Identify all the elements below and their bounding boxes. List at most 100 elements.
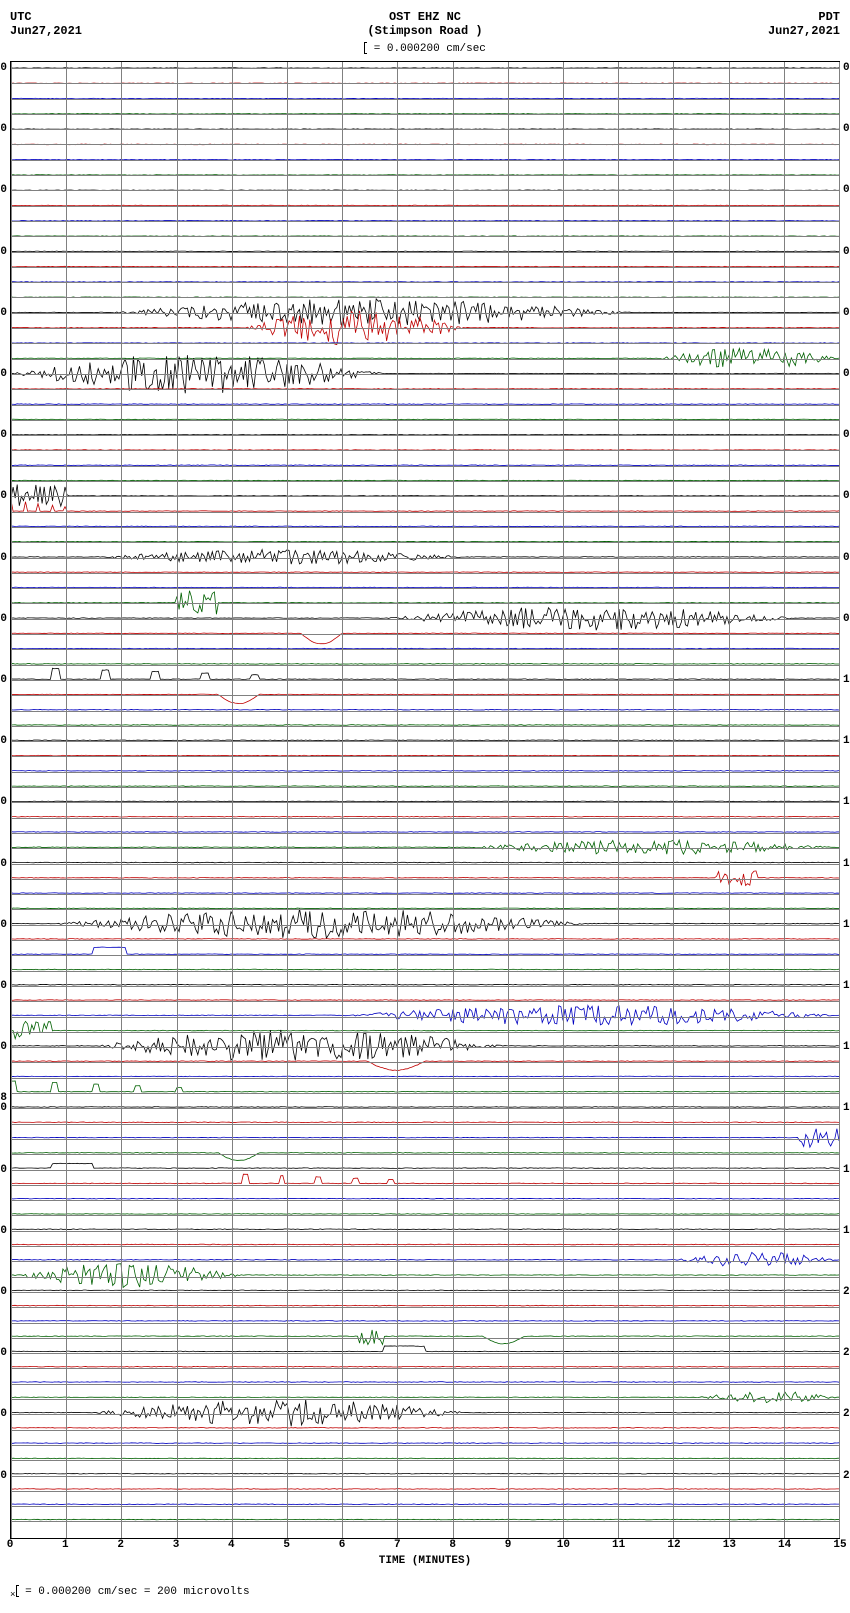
grid-h <box>11 496 839 497</box>
grid-h <box>11 955 839 956</box>
station-code: OST EHZ NC <box>110 10 740 24</box>
grid-h <box>11 649 839 650</box>
grid-h <box>11 512 839 513</box>
seismic-trace <box>11 1005 839 1024</box>
grid-h <box>11 542 839 543</box>
seismic-trace <box>11 1305 839 1306</box>
seismic-trace <box>11 969 839 970</box>
x-axis-title: TIME (MINUTES) <box>10 1555 840 1567</box>
seismic-trace <box>11 1252 839 1265</box>
x-tick: 1 <box>62 1539 69 1551</box>
grid-h <box>11 1108 839 1109</box>
grid-h <box>11 680 839 681</box>
grid-h <box>11 695 839 696</box>
grid-h <box>11 450 839 451</box>
grid-h <box>11 925 839 926</box>
grid-h <box>11 1292 839 1293</box>
grid-h <box>11 802 839 803</box>
grid-v <box>563 62 564 1538</box>
utc-hour-label: 06:00 <box>0 1470 11 1482</box>
grid-h <box>11 1200 839 1201</box>
footer-scale: × = 0.000200 cm/sec = 200 microvolts <box>10 1585 840 1600</box>
grid-h <box>11 894 839 895</box>
grid-v <box>618 62 619 1538</box>
grid-h <box>11 1399 839 1400</box>
grid-h <box>11 1246 839 1247</box>
grid-h <box>11 772 839 773</box>
x-tick: 7 <box>394 1539 401 1551</box>
x-tick: 14 <box>778 1539 791 1551</box>
grid-h <box>11 1078 839 1079</box>
x-tick: 13 <box>723 1539 736 1551</box>
seismic-trace <box>11 1519 839 1520</box>
grid-h <box>11 665 839 666</box>
grid-h <box>11 1093 839 1094</box>
utc-hour-label: 09:00 <box>0 184 11 196</box>
seismic-trace <box>11 1021 839 1038</box>
x-tick: 12 <box>667 1539 680 1551</box>
grid-h <box>11 527 839 528</box>
grid-h <box>11 833 839 834</box>
grid-h <box>11 603 839 604</box>
utc-hour-label: 19:00 <box>0 796 11 808</box>
grid-h <box>11 466 839 467</box>
grid-v <box>342 62 343 1538</box>
grid-h <box>11 1384 839 1385</box>
grid-v <box>177 62 178 1538</box>
seismic-trace <box>11 1321 839 1322</box>
grid-v <box>397 62 398 1538</box>
grid-h <box>11 420 839 421</box>
grid-h <box>11 1491 839 1492</box>
x-tick: 0 <box>7 1539 14 1551</box>
grid-h <box>11 558 839 559</box>
seismic-trace <box>11 591 839 615</box>
grid-h <box>11 328 839 329</box>
grid-h <box>11 756 839 757</box>
utc-hour-label: 08:00 <box>0 123 11 135</box>
seismogram-traces <box>11 62 839 1538</box>
grid-v <box>66 62 67 1538</box>
grid-h <box>11 1215 839 1216</box>
seismic-trace <box>11 1163 839 1168</box>
grid-h <box>11 1017 839 1018</box>
grid-h <box>11 160 839 161</box>
grid-h <box>11 1124 839 1125</box>
grid-h <box>11 1154 839 1155</box>
utc-hour-label: 13:00 <box>0 429 11 441</box>
grid-h <box>11 787 839 788</box>
pdt-hour-label: 15:15 <box>839 980 850 992</box>
pdt-hour-label: 18:15 <box>839 1164 850 1176</box>
pdt-hour-label: 19:15 <box>839 1225 850 1237</box>
seismic-trace <box>11 1346 839 1352</box>
seismic-trace <box>11 1076 839 1077</box>
pdt-hour-label: 07:15 <box>839 490 850 502</box>
grid-h <box>11 1430 839 1431</box>
utc-hour-label: 16:00 <box>0 613 11 625</box>
grid-h <box>11 206 839 207</box>
pdt-hour-label: 14:15 <box>839 919 850 931</box>
pdt-hour-label: 13:15 <box>839 858 850 870</box>
utc-hour-label: 17:00 <box>0 674 11 686</box>
seismic-trace <box>11 984 839 985</box>
pdt-hour-label: 08:15 <box>839 552 850 564</box>
grid-v <box>11 62 12 1538</box>
x-tick: 4 <box>228 1539 235 1551</box>
seismic-trace <box>11 1399 839 1426</box>
pdt-hour-label: 06:15 <box>839 429 850 441</box>
grid-v <box>729 62 730 1538</box>
grid-h <box>11 1338 839 1339</box>
pdt-hour-label: 10:15 <box>839 674 850 686</box>
grid-h <box>11 359 839 360</box>
x-tick: 2 <box>117 1539 124 1551</box>
x-axis: 0123456789101112131415 <box>10 1539 840 1553</box>
seismic-trace <box>11 500 839 511</box>
seismic-trace <box>11 1504 839 1505</box>
pdt-hour-label: 11:15 <box>839 735 850 747</box>
pdt-hour-label: 12:15 <box>839 796 850 808</box>
utc-hour-label: 04:00 <box>0 1347 11 1359</box>
utc-hour-label: 21:00 <box>0 919 11 931</box>
x-tick: 5 <box>283 1539 290 1551</box>
grid-h <box>11 1001 839 1002</box>
grid-v <box>673 62 674 1538</box>
utc-hour-label: 01:00 <box>0 1164 11 1176</box>
